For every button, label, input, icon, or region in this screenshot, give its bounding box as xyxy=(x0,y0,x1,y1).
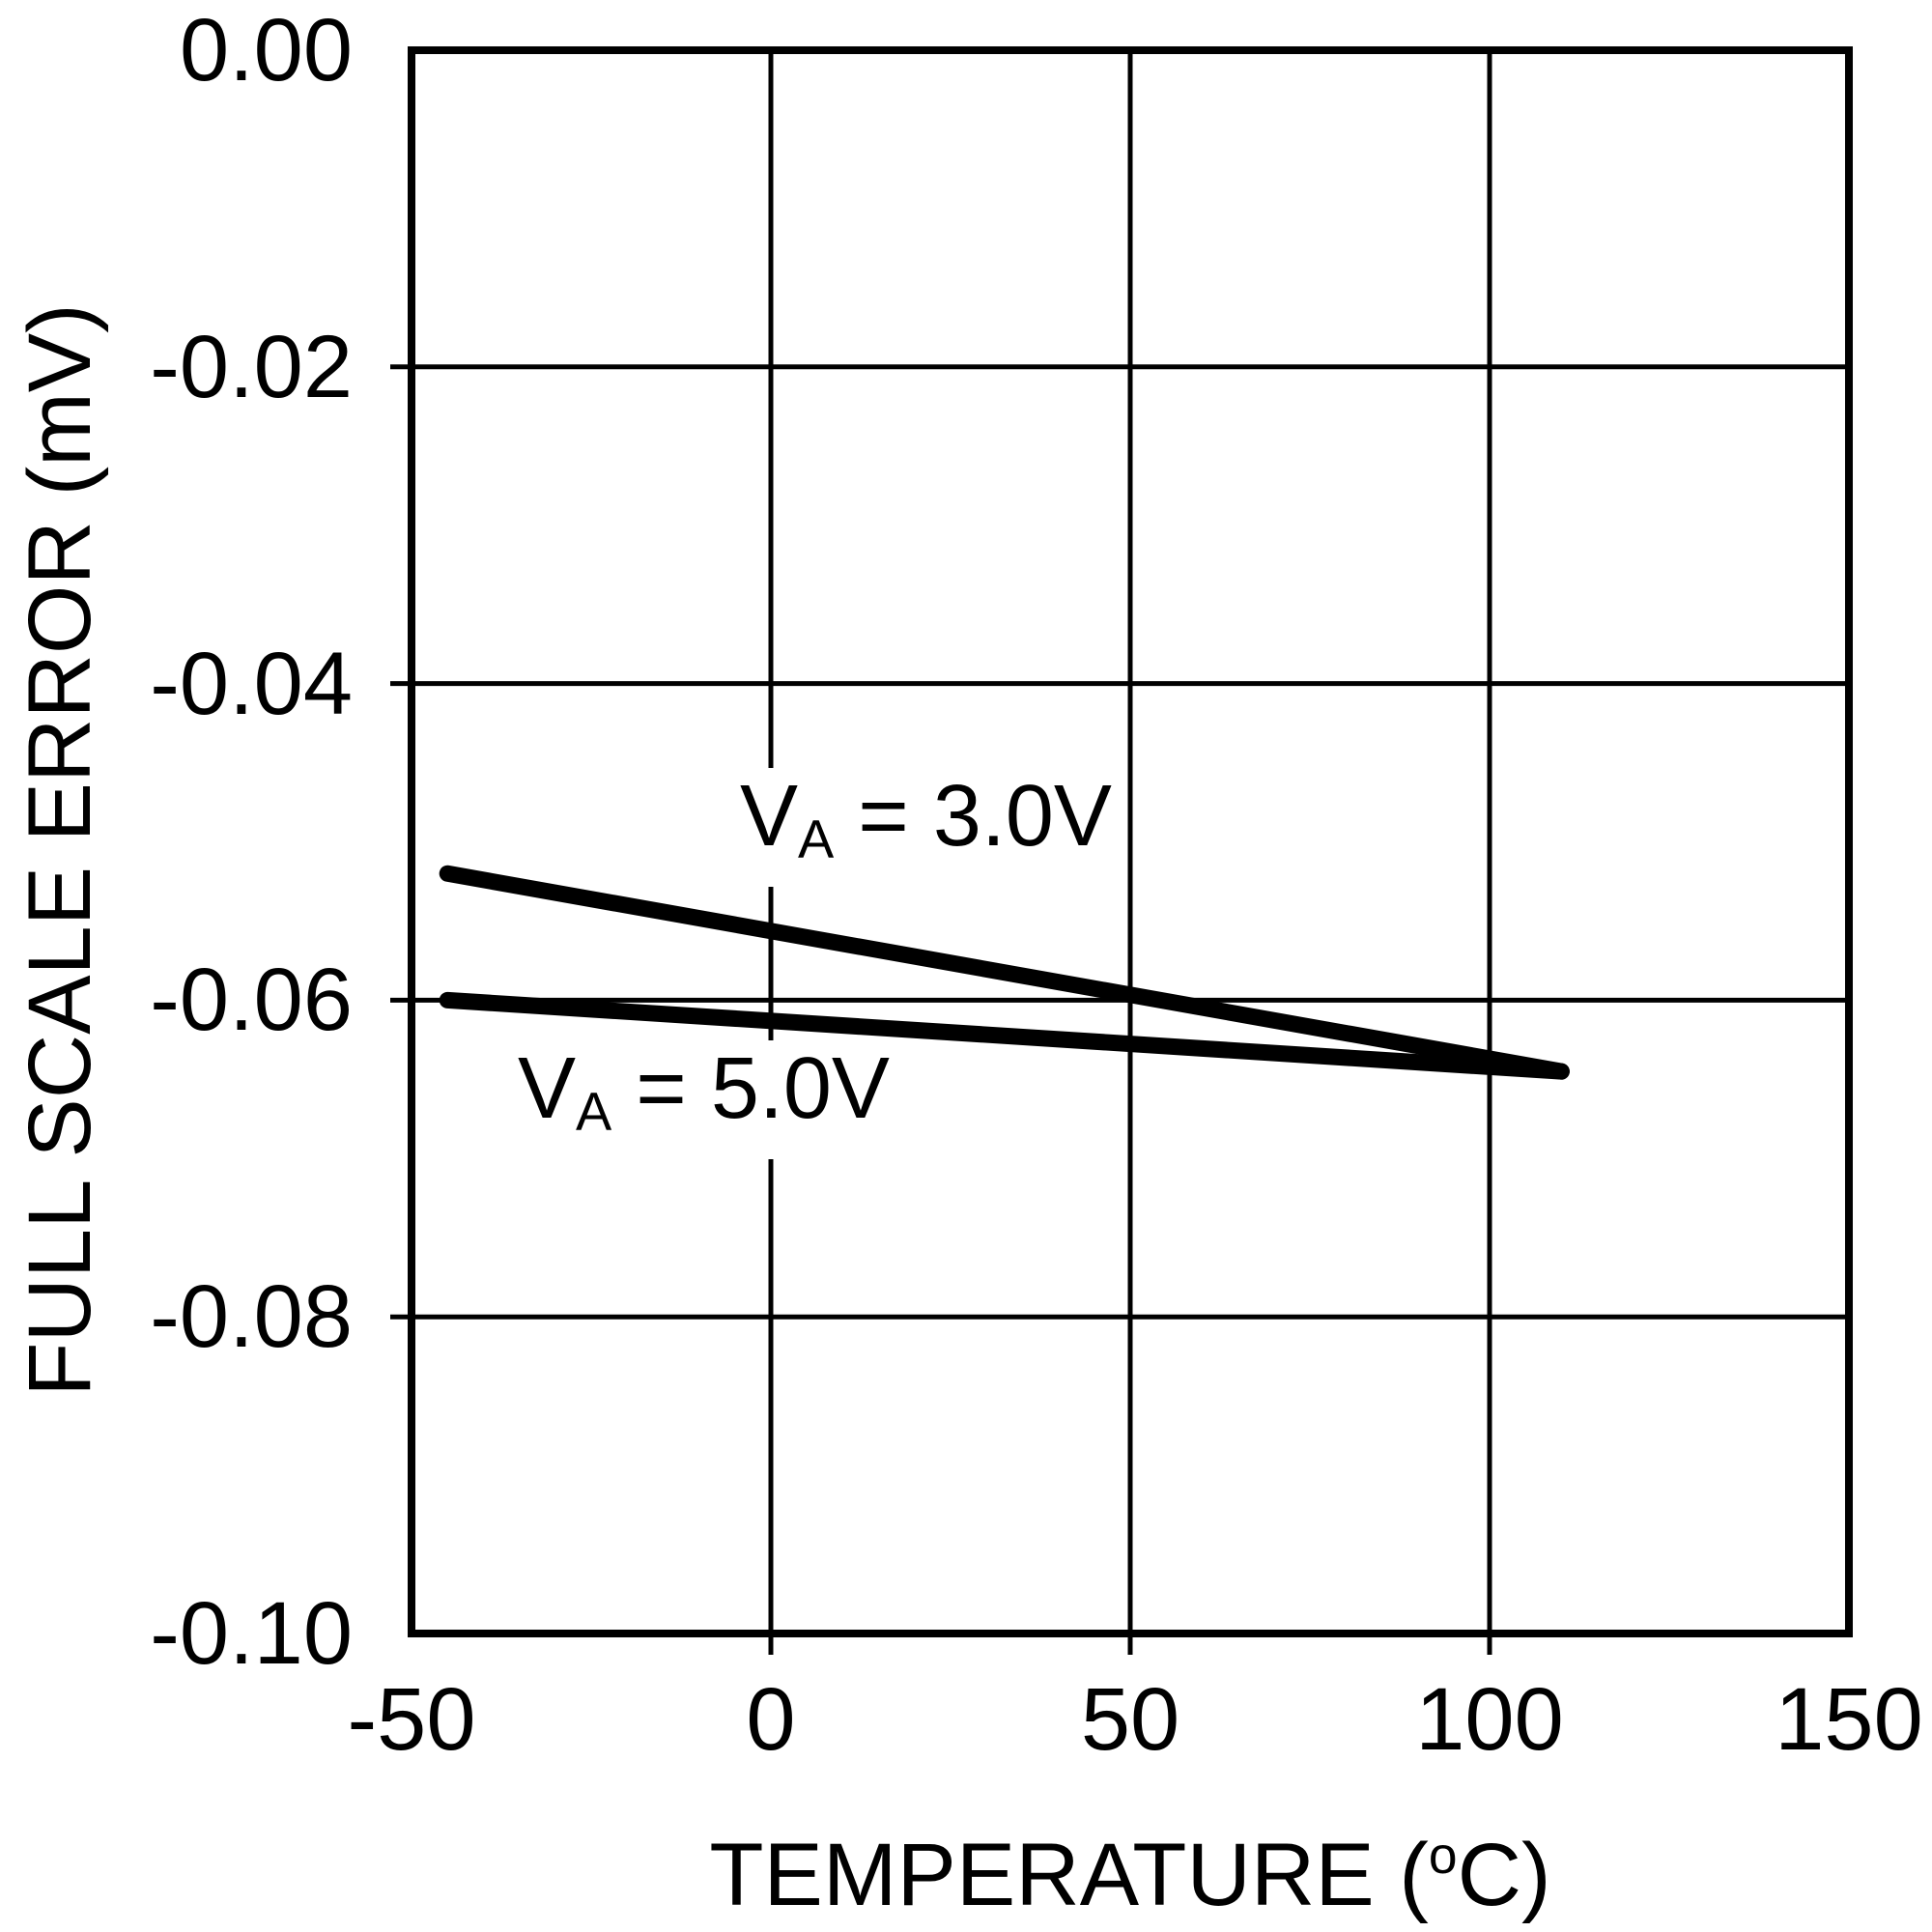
x-tick-label-2: 50 xyxy=(1080,1670,1180,1769)
series-label-va-3v: VA = 3.0V xyxy=(728,768,1123,888)
series-label-va-3v-subscript: A xyxy=(798,808,835,869)
y-tick-label-4: -0.08 xyxy=(150,1267,353,1366)
x-axis-title-text: TEMPERATURE ( xyxy=(709,1826,1429,1925)
series-line-va-5v xyxy=(439,991,1570,1080)
x-axis-title: TEMPERATURE (oC) xyxy=(709,1808,1550,1923)
series-label-va-5v: VA = 5.0V xyxy=(506,1040,901,1160)
y-tick-label-2: -0.04 xyxy=(150,635,353,733)
y-tick-label-5: -0.10 xyxy=(150,1584,353,1683)
degree-symbol: o xyxy=(1428,1828,1458,1885)
plot-frame xyxy=(408,46,1853,1637)
y-tick-label-3: -0.06 xyxy=(150,951,353,1049)
series-label-va-3v-value: = 3.0V xyxy=(834,768,1112,865)
y-tick-label-0: 0.00 xyxy=(179,1,353,99)
x-tick-label-0: -50 xyxy=(347,1670,476,1769)
series-line-va-3v xyxy=(439,865,1570,1080)
series-label-va-5v-symbol: V xyxy=(518,1040,577,1137)
y-tick-label-1: -0.02 xyxy=(150,318,353,416)
series-label-va-3v-symbol: V xyxy=(740,768,799,865)
x-tick-label-4: 150 xyxy=(1775,1670,1923,1769)
x-tick-label-1: 0 xyxy=(746,1670,796,1769)
series-label-va-5v-value: = 5.0V xyxy=(611,1040,890,1137)
y-axis-title: FULL SCALE ERROR (mV) xyxy=(11,303,109,1397)
x-axis-title-unit: C) xyxy=(1457,1826,1551,1925)
x-tick-label-3: 100 xyxy=(1415,1670,1564,1769)
series-label-va-5v-subscript: A xyxy=(576,1080,612,1142)
